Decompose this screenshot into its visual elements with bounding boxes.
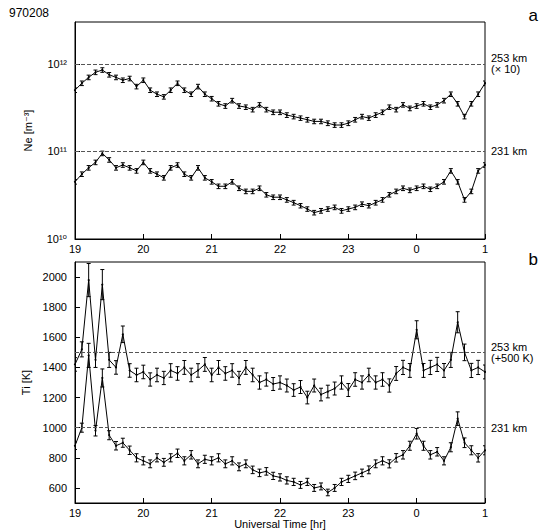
- svg-text:1400: 1400: [43, 361, 67, 373]
- svg-text:800: 800: [49, 452, 67, 464]
- svg-text:Ti [K]: Ti [K]: [20, 370, 32, 395]
- svg-text:231 km: 231 km: [491, 145, 527, 157]
- svg-text:23: 23: [342, 507, 354, 519]
- svg-text:22: 22: [274, 507, 286, 519]
- svg-text:19: 19: [69, 243, 81, 255]
- svg-text:10¹²: 10¹²: [47, 58, 67, 70]
- svg-text:Ne [m⁻³]: Ne [m⁻³]: [22, 110, 34, 152]
- svg-text:1: 1: [482, 507, 488, 519]
- svg-text:253 km: 253 km: [491, 52, 528, 65]
- svg-text:1: 1: [482, 243, 488, 255]
- svg-text:(+500 K): (+500 K): [491, 352, 534, 364]
- svg-text:21: 21: [206, 507, 218, 519]
- svg-text:20: 20: [137, 243, 149, 255]
- svg-text:1000: 1000: [43, 422, 67, 434]
- svg-text:23: 23: [342, 243, 354, 255]
- svg-text:1200: 1200: [43, 392, 67, 404]
- svg-text:231 km: 231 km: [491, 422, 527, 434]
- svg-text:1800: 1800: [43, 301, 67, 313]
- svg-text:0: 0: [414, 507, 420, 519]
- svg-text:20: 20: [137, 507, 149, 519]
- svg-text:21: 21: [206, 243, 218, 255]
- svg-text:22: 22: [274, 243, 286, 255]
- svg-text:0: 0: [414, 243, 420, 255]
- svg-text:1600: 1600: [43, 331, 67, 343]
- svg-text:Universal Time [hr]: Universal Time [hr]: [234, 518, 326, 530]
- svg-text:970208: 970208: [9, 6, 49, 20]
- svg-text:10¹¹: 10¹¹: [47, 145, 67, 157]
- svg-text:a: a: [529, 6, 539, 25]
- svg-text:600: 600: [49, 482, 67, 494]
- svg-text:10¹⁰: 10¹⁰: [47, 233, 68, 245]
- svg-text:19: 19: [69, 507, 81, 519]
- svg-text:b: b: [529, 250, 538, 269]
- svg-text:253 km: 253 km: [491, 340, 528, 353]
- svg-text:2000: 2000: [43, 271, 67, 283]
- svg-text:(× 10): (× 10): [491, 63, 520, 75]
